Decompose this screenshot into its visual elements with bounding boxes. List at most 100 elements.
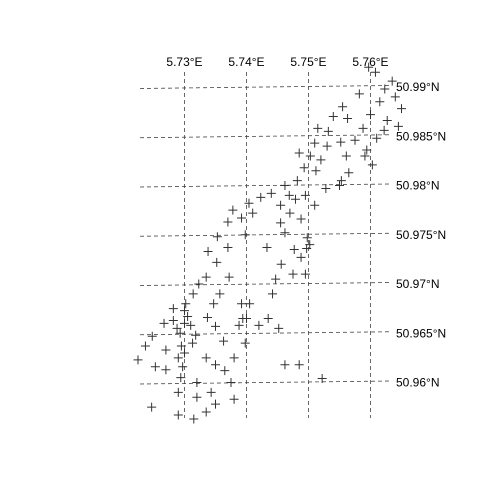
data-point [379, 125, 389, 135]
data-point [212, 257, 222, 267]
data-point [242, 313, 251, 323]
data-point [276, 259, 286, 269]
data-point [147, 331, 157, 341]
data-point [173, 410, 183, 420]
data-point [229, 394, 239, 404]
y-gridline-0 [139, 380, 391, 385]
data-point [300, 190, 310, 200]
y-gridline-3 [139, 232, 391, 237]
data-point [366, 110, 375, 120]
data-point [175, 328, 185, 338]
data-point [321, 183, 331, 193]
data-point [296, 214, 306, 224]
data-point [294, 148, 304, 158]
data-point [344, 168, 354, 178]
data-point [194, 279, 204, 289]
y-tick-label-3: 50.975°N [396, 228, 446, 242]
data-point [172, 323, 182, 333]
data-point [161, 345, 171, 355]
data-point [358, 123, 368, 133]
data-point [305, 151, 315, 161]
data-point [240, 338, 250, 348]
data-point [360, 151, 370, 161]
data-point [288, 269, 298, 279]
data-point [390, 92, 400, 102]
data-point [192, 392, 202, 402]
data-point [256, 192, 266, 202]
data-point [206, 387, 216, 397]
y-gridline-5 [139, 134, 391, 139]
data-point [245, 299, 255, 309]
y-tick-label-4: 50.98°N [396, 179, 440, 193]
y-tick-label-5: 50.985°N [396, 129, 446, 143]
data-point [382, 115, 392, 125]
data-point [280, 360, 290, 370]
data-point [192, 378, 202, 387]
data-point [161, 365, 171, 375]
data-point [336, 176, 346, 186]
data-point [202, 312, 212, 322]
data-point [209, 299, 219, 309]
data-point [338, 102, 348, 112]
data-point [147, 402, 157, 412]
data-point [226, 378, 236, 387]
data-point [237, 299, 247, 309]
data-point [211, 321, 220, 331]
x-tick-label-3: 5.76°E [352, 55, 388, 69]
data-point [289, 245, 299, 255]
data-point [294, 360, 304, 370]
data-point [150, 362, 160, 372]
data-points [133, 62, 406, 424]
data-point [201, 353, 211, 363]
data-point [223, 243, 233, 253]
data-point [254, 320, 264, 330]
data-point [173, 387, 183, 397]
data-point [215, 289, 225, 299]
data-point [180, 306, 189, 316]
data-point [387, 76, 397, 86]
tick-labels: 5.73°E 5.74°E 5.75°E 5.76°E 50.96°N 50.965°N 5… [166, 55, 446, 390]
y-gridline-6 [139, 85, 391, 89]
data-point [370, 67, 380, 77]
data-point [290, 194, 300, 204]
data-point [133, 355, 143, 365]
data-point [189, 414, 199, 424]
data-point [262, 243, 272, 253]
data-point [191, 330, 201, 340]
data-point [367, 160, 377, 170]
y-gridline-2 [139, 282, 391, 286]
data-point [285, 208, 295, 218]
data-point [263, 313, 273, 323]
data-point [372, 133, 382, 143]
data-point [300, 269, 310, 279]
y-tick-label-2: 50.97°N [396, 277, 440, 291]
data-point [211, 360, 220, 370]
data-point [350, 135, 360, 145]
data-point [244, 198, 254, 208]
data-point [181, 299, 191, 309]
data-point [274, 323, 284, 333]
data-point [188, 338, 198, 348]
data-point [211, 399, 220, 409]
data-point [296, 252, 306, 262]
data-point [220, 366, 230, 376]
data-point [234, 320, 244, 330]
data-point [336, 137, 346, 147]
data-point [201, 407, 211, 417]
data-point [223, 217, 233, 227]
data-point [168, 315, 178, 325]
data-point [299, 163, 309, 173]
data-point [180, 348, 189, 358]
data-point [317, 374, 327, 384]
data-point [364, 62, 374, 72]
x-tick-label-1: 5.74°E [228, 55, 264, 69]
data-point [375, 97, 385, 107]
data-point [343, 114, 353, 124]
data-point [180, 318, 189, 328]
data-point [323, 126, 333, 136]
data-point [173, 353, 183, 363]
data-point [271, 274, 281, 284]
data-point [178, 362, 188, 372]
x-tick-label-0: 5.73°E [166, 55, 202, 69]
data-point [168, 304, 178, 314]
